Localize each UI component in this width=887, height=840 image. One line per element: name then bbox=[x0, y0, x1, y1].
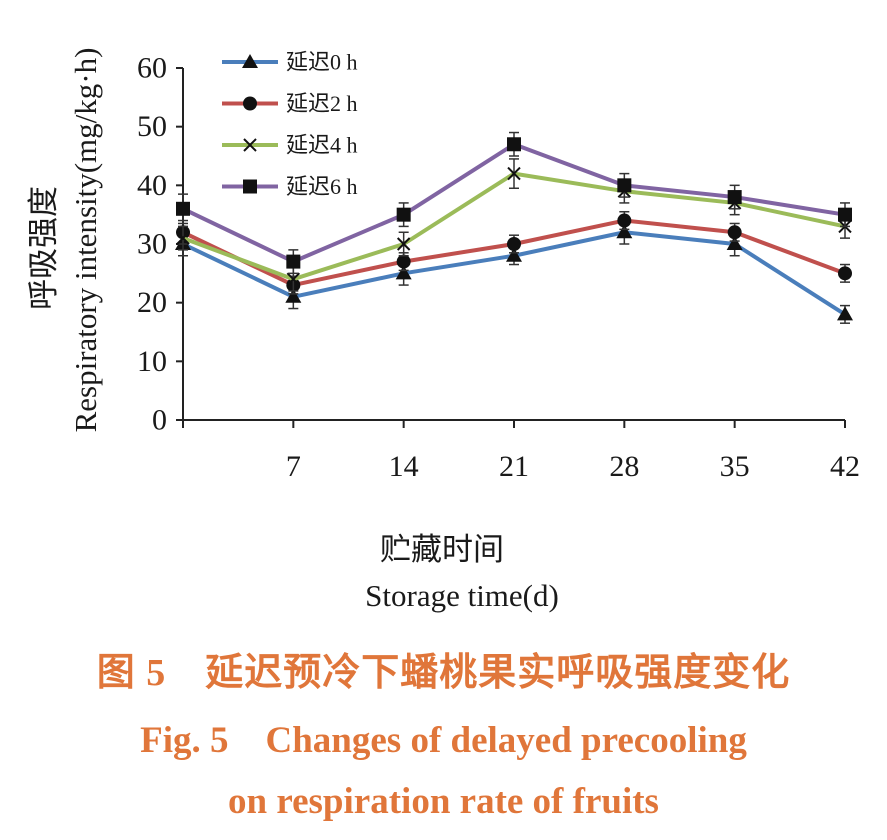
data-point-stroke bbox=[507, 166, 521, 181]
x-tick-label: 7 bbox=[286, 450, 301, 483]
data-point bbox=[396, 207, 411, 222]
data-point bbox=[395, 265, 412, 280]
respiration-line-chart: 0 10 20 30 40 50 60 7 14 21 28 35 42 延迟0 h 延迟2 h 延迟4 h… bbox=[26, 48, 860, 613]
data-point-stroke bbox=[396, 237, 411, 251]
data-point bbox=[617, 213, 632, 228]
y-tick-label: 20 bbox=[137, 286, 167, 319]
legend-marker bbox=[243, 179, 257, 194]
x-axis-title-cn: 贮藏时间 bbox=[380, 532, 504, 567]
y-tick-label: 40 bbox=[137, 169, 167, 202]
legend-item: 延迟4 h bbox=[222, 133, 358, 158]
x-tick-label: 35 bbox=[720, 450, 750, 483]
data-point bbox=[507, 237, 521, 251]
series-3 bbox=[176, 131, 852, 275]
data-point bbox=[727, 190, 742, 205]
legend-marker bbox=[243, 96, 257, 111]
data-point bbox=[506, 247, 522, 262]
data-point bbox=[286, 272, 301, 286]
y-tick-label: 30 bbox=[137, 228, 167, 261]
data-point bbox=[176, 201, 190, 216]
data-point bbox=[616, 224, 633, 239]
legend-label: 延迟0 h bbox=[286, 50, 358, 75]
data-point bbox=[617, 178, 632, 193]
data-point-stroke bbox=[286, 272, 301, 286]
legend-marker bbox=[243, 138, 257, 152]
legend-marker bbox=[242, 54, 258, 68]
x-tick-label: 42 bbox=[830, 450, 860, 483]
y-tick-label: 60 bbox=[137, 52, 167, 85]
data-point bbox=[286, 254, 301, 269]
figure-caption-en-line1: Fig. 5 Changes of delayed precooling bbox=[140, 720, 747, 761]
legend-label: 延迟4 h bbox=[286, 133, 358, 158]
legend-item: 延迟0 h bbox=[222, 50, 358, 75]
data-point bbox=[727, 225, 742, 240]
data-point bbox=[285, 288, 302, 303]
y-axis-title-en: Respiratory intensity(mg/kg·h) bbox=[68, 48, 103, 433]
legend-label: 延迟6 h bbox=[286, 174, 358, 199]
legend: 延迟0 h 延迟2 h 延迟4 h 延迟6 h bbox=[222, 50, 358, 199]
x-tick-label: 21 bbox=[499, 450, 529, 483]
y-tick-label: 50 bbox=[137, 110, 167, 143]
legend-item: 延迟6 h bbox=[222, 174, 358, 199]
data-point bbox=[726, 236, 743, 250]
data-point bbox=[507, 166, 521, 181]
chart-axes: 0 10 20 30 40 50 60 7 14 21 28 35 42 bbox=[137, 52, 860, 484]
data-point bbox=[396, 254, 411, 269]
x-tick-label: 14 bbox=[389, 450, 419, 483]
y-axis-title-cn: 呼吸强度 bbox=[26, 186, 61, 310]
data-point bbox=[838, 266, 852, 281]
legend-item: 延迟2 h bbox=[222, 91, 358, 116]
x-tick-label: 28 bbox=[609, 450, 639, 483]
data-point bbox=[837, 306, 853, 321]
data-point bbox=[396, 237, 411, 251]
figure-caption-cn: 图 5 延迟预冷下蟠桃果实呼吸强度变化 bbox=[96, 652, 791, 694]
data-point bbox=[507, 137, 521, 152]
y-tick-label: 10 bbox=[137, 345, 167, 378]
data-point bbox=[176, 231, 190, 245]
series-layer bbox=[175, 131, 853, 324]
y-tick-label: 0 bbox=[152, 404, 167, 437]
legend-marker-stroke bbox=[243, 138, 257, 152]
legend-label: 延迟2 h bbox=[286, 91, 358, 116]
x-axis-title-en: Storage time(d) bbox=[365, 578, 559, 613]
data-point bbox=[838, 207, 852, 222]
data-point-stroke bbox=[176, 231, 190, 245]
series-2 bbox=[176, 158, 852, 292]
figure-caption-en-line2: on respiration rate of fruits bbox=[228, 781, 659, 822]
